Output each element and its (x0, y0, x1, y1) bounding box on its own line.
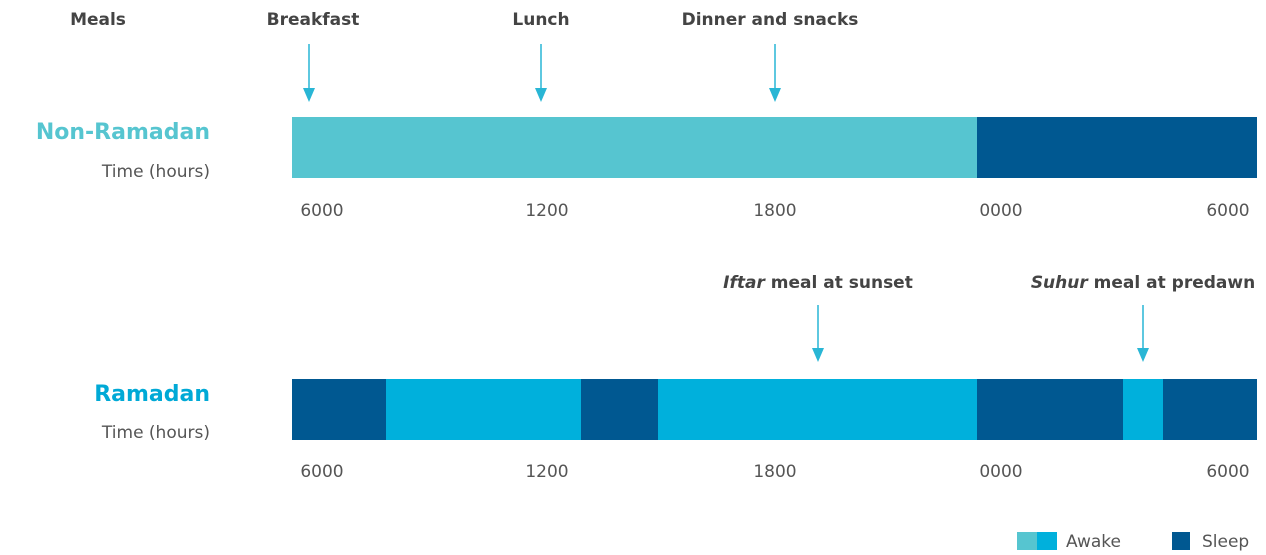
meal-label: Dinner and snacks (682, 10, 859, 30)
meals-header: Meals (70, 10, 126, 30)
meal-label: Iftar meal at sunset (723, 273, 913, 293)
tick-label: 0000 (979, 201, 1022, 221)
timeline-bar (292, 117, 1257, 178)
tick-label: 1200 (525, 462, 568, 482)
tick-label: 1800 (753, 201, 796, 221)
legend-label: Sleep (1202, 532, 1249, 552)
tick-label: 1200 (525, 201, 568, 221)
tick-label: 0000 (979, 462, 1022, 482)
legend-label: Awake (1066, 532, 1121, 552)
meal-label: Breakfast (267, 10, 360, 30)
meal-text: meal at predawn (1094, 273, 1256, 293)
tick-label: 6000 (300, 462, 343, 482)
section-title: Non-Ramadan (36, 120, 210, 145)
tick-label: 1800 (753, 462, 796, 482)
tick-label: 6000 (1206, 201, 1249, 221)
legend: Awake Sleep (1017, 532, 1249, 552)
arrows (303, 44, 1149, 362)
section-title: Ramadan (94, 382, 210, 407)
meal-name: Iftar (723, 273, 766, 293)
section-subtitle: Time (hours) (101, 423, 210, 443)
timeline-bar (292, 379, 1257, 440)
meal-label: Lunch (512, 10, 569, 30)
section-subtitle: Time (hours) (101, 162, 210, 182)
tick-label: 6000 (1206, 462, 1249, 482)
meal-label: Suhur meal at predawn (1031, 273, 1255, 293)
meal-text: meal at sunset (771, 273, 913, 293)
meal-name: Suhur (1031, 273, 1090, 293)
tick-label: 6000 (300, 201, 343, 221)
